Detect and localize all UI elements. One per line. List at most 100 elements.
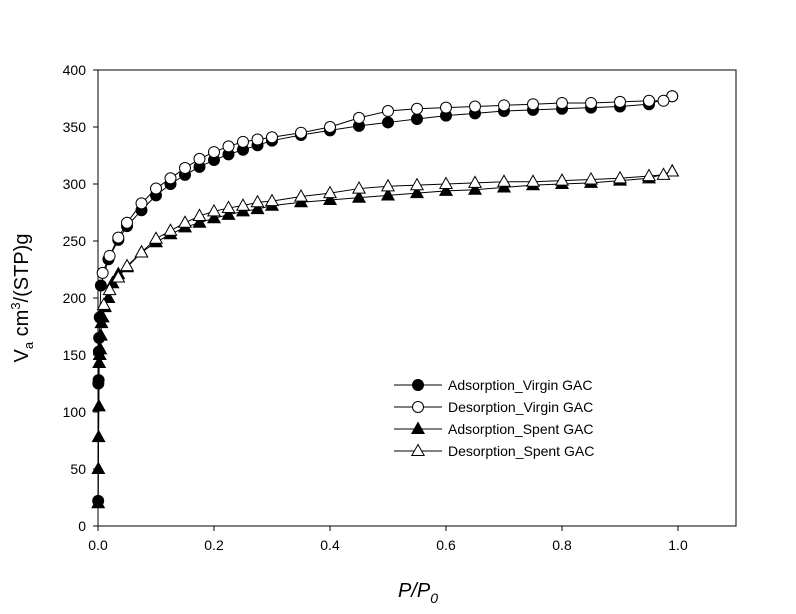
- data-point: [135, 197, 148, 210]
- data-point: [103, 249, 116, 262]
- data-point: [92, 355, 107, 369]
- y-axis-label: Va cm3/(STP)g: [8, 234, 36, 363]
- data-point: [643, 94, 655, 107]
- data-point: [96, 297, 111, 310]
- legend: Adsorption_Virgin GAC Desorption_Virgin G…: [394, 377, 594, 459]
- data-point: [93, 341, 108, 355]
- data-point: [93, 328, 108, 341]
- data-point: [556, 97, 568, 110]
- data-point: [91, 429, 106, 443]
- data-point: [498, 99, 510, 112]
- data-point: [266, 131, 278, 144]
- data-point: [641, 168, 657, 182]
- data-point: [264, 193, 280, 207]
- y-axis-label-v: V: [11, 348, 33, 362]
- data-point: [612, 170, 628, 184]
- data-point: [583, 171, 599, 185]
- y-tick-label: 350: [63, 119, 87, 135]
- data-point: [380, 187, 396, 201]
- data-point: [95, 309, 110, 323]
- data-point: [91, 398, 106, 412]
- data-point: [250, 201, 265, 215]
- x-tick-label: 0.8: [552, 537, 572, 553]
- y-tick-label: 100: [63, 404, 87, 420]
- y-axis-label-superscript: 3: [8, 302, 23, 309]
- data-point: [351, 190, 367, 203]
- x-axis-label-main: P/P: [398, 580, 431, 602]
- data-point: [102, 282, 117, 296]
- legend-label: Desorption_Spent GAC: [448, 443, 594, 459]
- x-tick-label: 1.0: [668, 537, 688, 553]
- y-tick-label: 150: [63, 347, 87, 363]
- data-point: [554, 173, 570, 186]
- data-point: [222, 140, 235, 153]
- data-point: [192, 215, 207, 228]
- data-point: [193, 152, 206, 165]
- data-point: [467, 175, 483, 188]
- x-tick-label: 0.0: [88, 537, 108, 553]
- data-point: [382, 105, 394, 118]
- x-axis-label-subscript: 0: [430, 590, 438, 606]
- data-point: [322, 192, 338, 206]
- data-point: [163, 223, 178, 236]
- y-tick-label: 50: [70, 461, 86, 477]
- data-point: [134, 244, 149, 258]
- data-point: [353, 111, 365, 124]
- data-point: [665, 163, 680, 177]
- x-axis-ticks: 0.0 0.2 0.4 0.6 0.8 1.0: [88, 526, 688, 553]
- y-tick-label: 400: [63, 62, 87, 78]
- x-tick-label: 0.6: [436, 537, 456, 553]
- y-tick-label: 200: [63, 290, 87, 306]
- data-point: [96, 266, 109, 279]
- y-axis-label-mid: cm: [11, 310, 33, 342]
- data-point: [179, 162, 191, 175]
- data-point: [411, 113, 423, 126]
- y-axis-label-rest: /(STP)g: [11, 234, 33, 303]
- legend-item: Adsorption_Virgin GAC: [394, 377, 592, 393]
- data-point: [438, 183, 454, 196]
- plot-frame: [97, 69, 737, 527]
- x-tick-label: 0.4: [320, 537, 340, 553]
- data-point: [657, 94, 670, 107]
- data-point: [112, 231, 125, 244]
- legend-item: Adsorption_Spent GAC: [394, 421, 594, 437]
- data-point: [525, 174, 541, 187]
- y-axis-ticks: 0 50 100 150 200 250 300 350 400: [63, 62, 98, 534]
- data-point: [469, 100, 481, 113]
- data-point: [91, 495, 106, 509]
- data-point: [614, 95, 626, 108]
- series-layer: [91, 90, 680, 509]
- data-point: [527, 98, 539, 111]
- data-point: [150, 182, 162, 195]
- data-point: [438, 176, 454, 190]
- legend-label: Adsorption_Virgin GAC: [448, 377, 592, 393]
- data-point: [322, 185, 338, 199]
- data-point: [235, 198, 251, 211]
- data-point: [94, 279, 107, 292]
- data-point: [440, 101, 452, 114]
- data-point: [496, 174, 512, 187]
- data-point: [119, 258, 135, 272]
- legend-label: Desorption_Virgin GAC: [448, 399, 593, 415]
- legend-item: Desorption_Virgin GAC: [394, 399, 593, 415]
- data-point: [148, 231, 164, 244]
- series-2: [96, 90, 679, 279]
- legend-marker: [412, 401, 424, 413]
- data-point: [192, 208, 207, 221]
- data-point: [91, 461, 106, 475]
- data-point: [656, 167, 671, 180]
- data-point: [221, 207, 236, 220]
- y-tick-label: 250: [63, 233, 87, 249]
- y-tick-label: 300: [63, 176, 87, 192]
- legend-item: Desorption_Spent GAC: [394, 443, 594, 459]
- data-point: [351, 181, 367, 194]
- series-4: [96, 163, 680, 310]
- data-point: [380, 178, 396, 192]
- data-point: [177, 215, 193, 228]
- data-point: [251, 133, 264, 146]
- data-point: [382, 116, 394, 129]
- x-axis-label: P/P0: [398, 580, 438, 606]
- data-point: [293, 189, 309, 202]
- x-tick-label: 0.2: [204, 537, 224, 553]
